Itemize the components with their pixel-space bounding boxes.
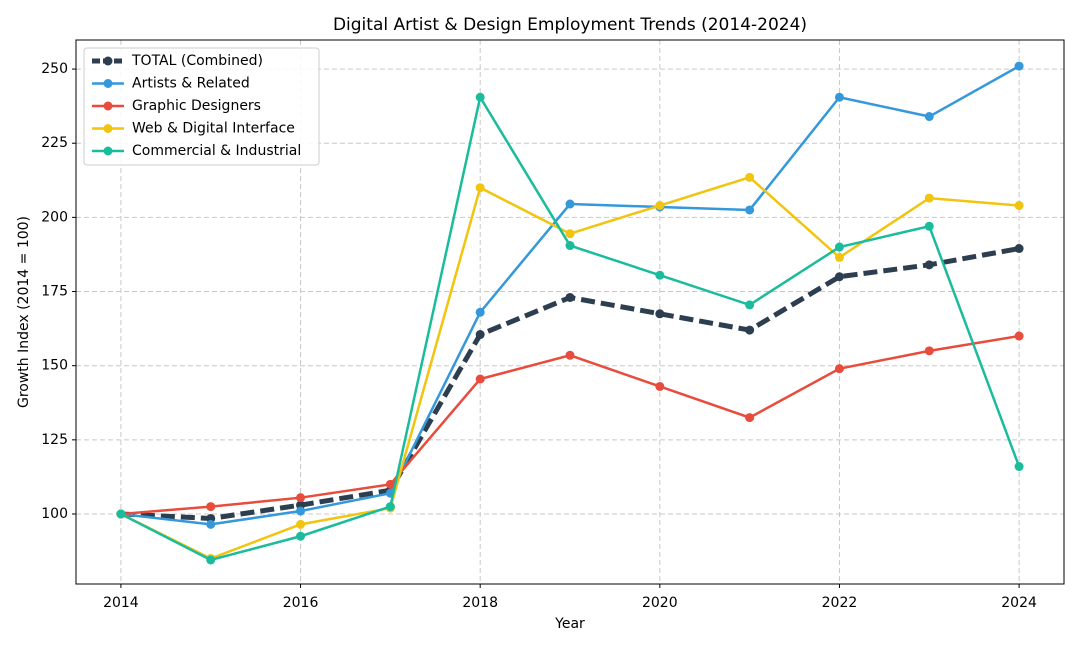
data-point — [385, 479, 395, 489]
data-point — [385, 502, 395, 512]
data-point — [745, 325, 755, 335]
data-point — [1014, 331, 1024, 341]
data-point — [1014, 462, 1024, 472]
legend: TOTAL (Combined) Artists & Related Graphic… — [83, 47, 320, 166]
x-tick-label: 2018 — [462, 595, 498, 611]
y-tick-label: 175 — [41, 284, 68, 300]
y-tick-label: 200 — [41, 209, 68, 225]
data-point — [296, 519, 306, 529]
data-point — [1014, 201, 1024, 211]
data-point — [475, 183, 485, 193]
legend-marker — [103, 146, 113, 156]
data-point — [834, 92, 844, 102]
data-point — [475, 374, 485, 384]
x-tick-label: 2020 — [642, 595, 678, 611]
data-point — [834, 272, 844, 282]
data-point — [206, 502, 216, 512]
data-point — [565, 241, 575, 251]
data-point — [924, 112, 934, 122]
data-point — [655, 270, 665, 280]
data-point — [745, 205, 755, 215]
data-point — [1014, 61, 1024, 71]
data-point — [565, 292, 575, 302]
y-tick-label: 100 — [41, 506, 68, 522]
data-point — [565, 199, 575, 209]
data-point — [296, 493, 306, 503]
legend-label: Graphic Designers — [132, 98, 261, 114]
data-point — [206, 519, 216, 529]
data-point — [745, 413, 755, 423]
data-point — [834, 364, 844, 374]
data-point — [296, 531, 306, 541]
data-point — [655, 201, 665, 211]
y-tick-label: 250 — [41, 61, 68, 77]
y-axis-label: Growth Index (2014 = 100) — [16, 216, 32, 408]
data-point — [924, 221, 934, 231]
data-point — [924, 346, 934, 356]
legend-label: TOTAL (Combined) — [131, 53, 263, 69]
legend-marker — [103, 79, 113, 88]
x-tick-label: 2024 — [1001, 595, 1037, 611]
legend-label: Web & Digital Interface — [132, 121, 295, 137]
y-tick-label: 150 — [41, 358, 68, 374]
data-point — [206, 555, 216, 565]
x-tick-label: 2022 — [822, 595, 858, 611]
data-point — [475, 307, 485, 317]
y-tick-label: 125 — [41, 432, 68, 448]
data-point — [924, 260, 934, 270]
legend-box — [83, 47, 320, 166]
legend-marker — [103, 101, 113, 111]
y-tick-label: 225 — [41, 135, 68, 151]
data-point — [745, 300, 755, 310]
data-point — [924, 193, 934, 203]
x-axis-label: Year — [554, 616, 585, 632]
series-line — [120, 93, 1021, 562]
series-line — [120, 334, 1020, 516]
legend-label: Artists & Related — [132, 76, 250, 92]
data-point — [296, 506, 306, 516]
legend-label: Commercial & Industrial — [132, 143, 301, 159]
data-point — [475, 92, 485, 102]
data-point — [655, 309, 665, 319]
data-point — [565, 229, 575, 239]
data-point — [116, 509, 126, 519]
data-point — [745, 172, 755, 182]
data-point — [834, 242, 844, 252]
data-point — [1014, 244, 1024, 254]
data-point — [565, 350, 575, 360]
data-point — [655, 381, 665, 391]
x-tick-label: 2016 — [283, 595, 319, 611]
legend-marker — [103, 56, 113, 66]
plot-frame — [75, 39, 1065, 585]
legend-marker — [103, 124, 113, 133]
data-point — [834, 252, 844, 262]
series-line — [120, 246, 1020, 521]
x-tick-label: 2014 — [103, 595, 139, 611]
chart-title: Digital Artist & Design Employment Trend… — [333, 15, 807, 35]
data-point — [475, 330, 485, 340]
